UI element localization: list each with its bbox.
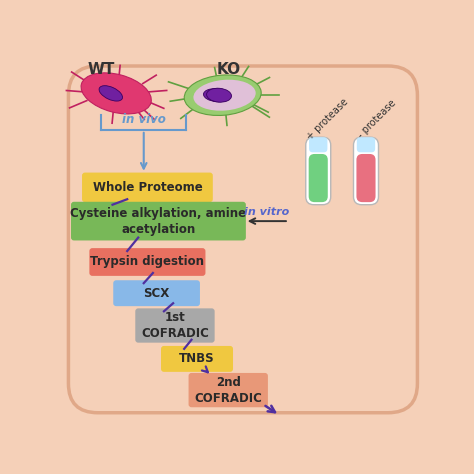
Text: in vivo: in vivo: [122, 113, 166, 126]
Ellipse shape: [99, 86, 122, 101]
Text: 1st
COFRADIC: 1st COFRADIC: [141, 311, 209, 340]
Text: KO: KO: [216, 62, 240, 77]
Ellipse shape: [184, 75, 261, 116]
Text: TNBS: TNBS: [179, 352, 215, 365]
Ellipse shape: [81, 73, 151, 114]
FancyBboxPatch shape: [82, 173, 213, 202]
Text: in vitro: in vitro: [244, 208, 290, 218]
FancyBboxPatch shape: [354, 137, 378, 205]
Text: 2nd
COFRADIC: 2nd COFRADIC: [194, 375, 262, 405]
FancyBboxPatch shape: [68, 66, 418, 413]
FancyBboxPatch shape: [135, 309, 215, 343]
FancyBboxPatch shape: [189, 373, 268, 407]
Ellipse shape: [203, 89, 230, 102]
FancyBboxPatch shape: [306, 137, 331, 205]
Text: Whole Proteome: Whole Proteome: [92, 181, 202, 194]
Text: - protease: - protease: [356, 98, 398, 140]
Text: Cysteine alkylation, amine
acetylation: Cysteine alkylation, amine acetylation: [70, 207, 246, 236]
Text: + protease: + protease: [305, 96, 350, 142]
Text: Trypsin digestion: Trypsin digestion: [91, 255, 204, 268]
FancyBboxPatch shape: [309, 137, 328, 152]
FancyBboxPatch shape: [113, 280, 200, 306]
Ellipse shape: [207, 88, 231, 102]
FancyBboxPatch shape: [357, 137, 375, 152]
Text: WT: WT: [88, 62, 115, 77]
Ellipse shape: [193, 80, 255, 111]
FancyBboxPatch shape: [71, 202, 246, 240]
FancyBboxPatch shape: [309, 154, 328, 202]
Text: SCX: SCX: [144, 287, 170, 300]
FancyBboxPatch shape: [90, 248, 205, 276]
FancyBboxPatch shape: [356, 154, 375, 202]
FancyBboxPatch shape: [161, 346, 233, 372]
